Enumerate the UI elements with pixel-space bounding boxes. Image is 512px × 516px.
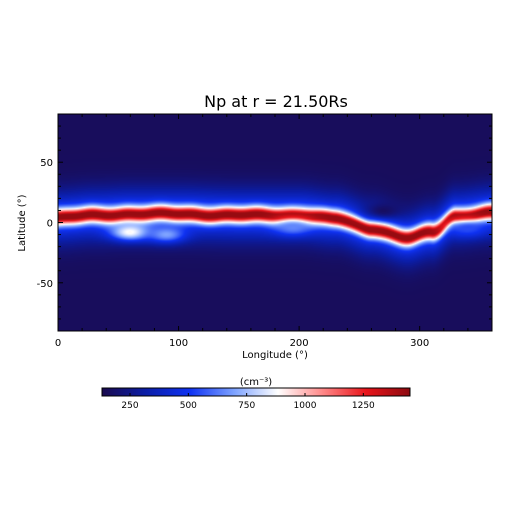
heatmap-image (58, 114, 492, 331)
colorbar-gradient (101, 387, 411, 397)
y-tick-label: 0 (47, 219, 53, 230)
y-tick-label: 50 (40, 158, 53, 169)
x-tick-label: 200 (290, 338, 309, 349)
colorbar-tick-label: 1000 (294, 401, 317, 411)
x-axis-label: Longitude (°) (242, 350, 308, 361)
x-tick-label: 100 (169, 338, 188, 349)
y-axis-label: Latitude (°) (17, 194, 28, 251)
colorbar-tick-label: 750 (238, 401, 255, 411)
colorbar-tick-label: 1250 (352, 401, 375, 411)
chart-title: Np at r = 21.50Rs (204, 92, 348, 111)
colorbar: 250 500 750 1000 1250 (101, 387, 411, 411)
colorbar-tick-label: 500 (180, 401, 197, 411)
colorbar-label: (cm⁻³) (240, 377, 272, 388)
y-tick-label: -50 (37, 279, 53, 290)
x-tick-label: 300 (410, 338, 429, 349)
x-axis-ticks: 0 100 200 300 (55, 114, 493, 349)
colorbar-tick-label: 250 (121, 401, 138, 411)
x-tick-label: 0 (55, 338, 61, 349)
y-axis-ticks: -50 0 50 (37, 125, 492, 320)
heatmap-plot (57, 113, 493, 332)
colorbar-ticks: 250 500 750 1000 1250 (121, 393, 375, 411)
